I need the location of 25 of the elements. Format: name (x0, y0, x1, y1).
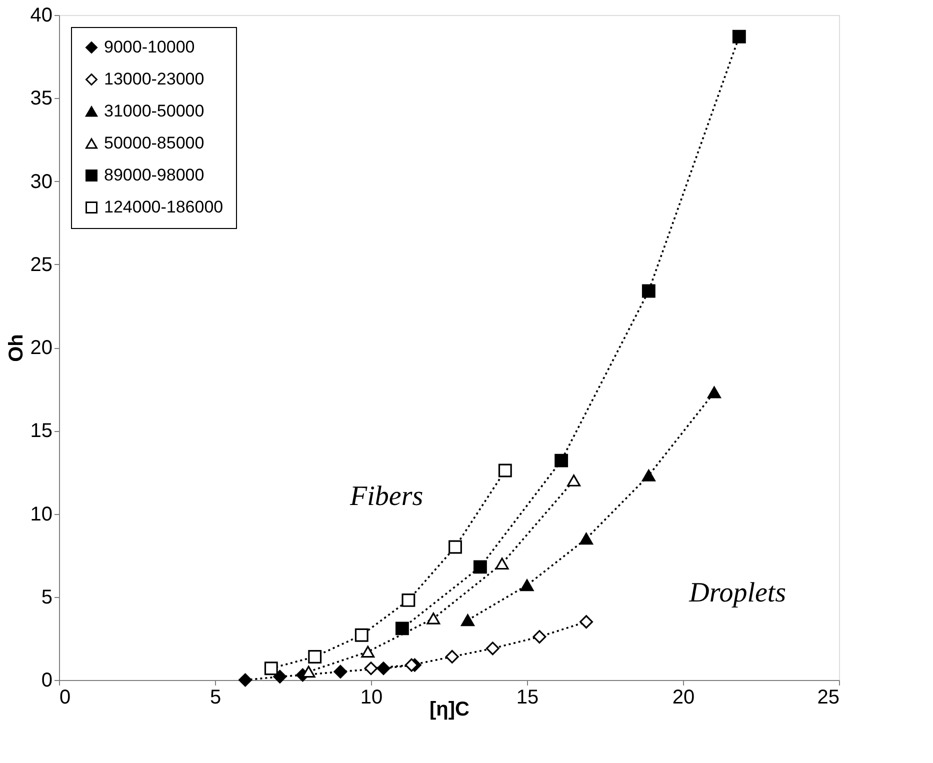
x-tick-label: 20 (672, 686, 695, 708)
legend-label: 13000-23000 (104, 70, 204, 88)
x-tick-label: 15 (516, 686, 539, 708)
y-tick-label: 35 (30, 88, 52, 110)
y-tick-label: 15 (30, 420, 52, 442)
legend-label: 31000-50000 (104, 102, 204, 120)
y-tick-label: 0 (41, 670, 52, 692)
legend-label: 89000-98000 (104, 166, 204, 184)
y-tick-label: 30 (30, 170, 52, 193)
x-tick-label: 10 (360, 686, 383, 708)
y-tick-label: 10 (30, 503, 52, 526)
legend-label: 50000-85000 (104, 134, 204, 152)
x-tick-label: 25 (817, 686, 840, 708)
x-tick-label: 5 (210, 686, 222, 708)
legend-label: 9000-10000 (104, 38, 195, 56)
legend-label: 124000-186000 (104, 198, 224, 216)
y-tick-label: 40 (30, 4, 52, 26)
x-axis-title: [η]C (430, 698, 470, 720)
y-tick-label: 20 (30, 337, 52, 359)
y-axis-title: Oh (5, 334, 28, 362)
annotation: Fibers (349, 481, 424, 512)
x-tick-label: 0 (60, 686, 71, 708)
annotation: Droplets (688, 578, 786, 609)
y-tick-label: 25 (30, 254, 52, 276)
y-tick-label: 5 (41, 586, 52, 608)
